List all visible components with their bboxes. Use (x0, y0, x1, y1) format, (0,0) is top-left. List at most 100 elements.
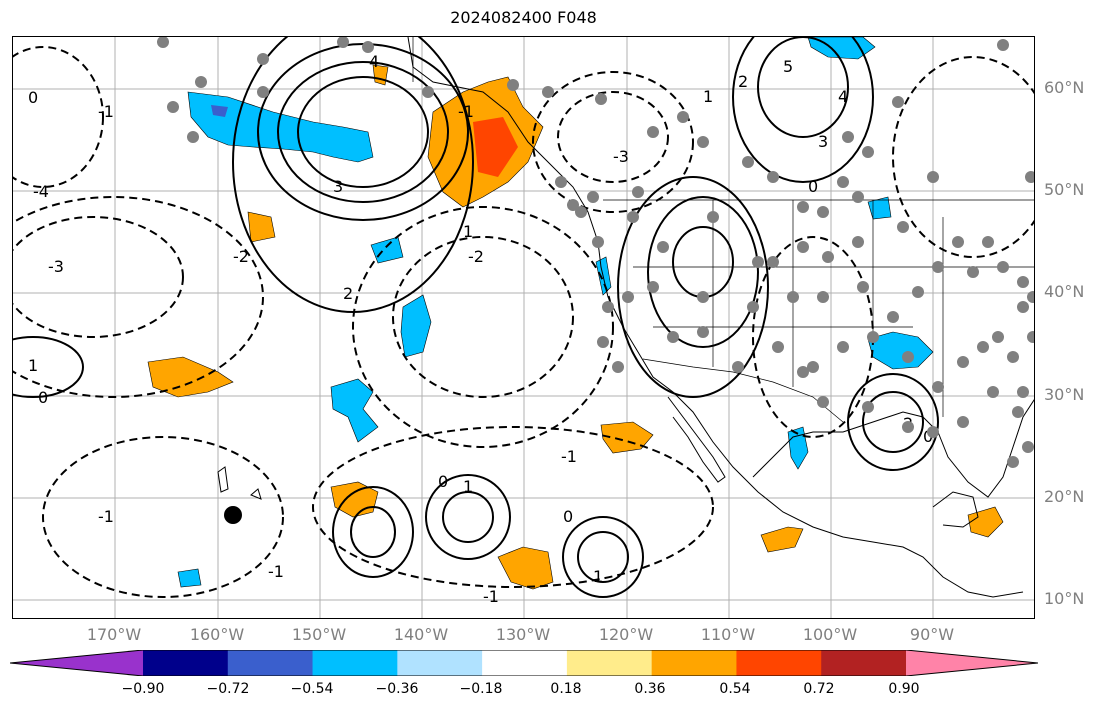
contour-label: -1 (98, 102, 114, 121)
station-dot (767, 256, 779, 268)
colorbar-extend-min (10, 650, 143, 676)
station-dot (772, 341, 784, 353)
contour-low-east (892, 56, 1034, 258)
colorbar-tick: −0.72 (206, 681, 250, 697)
station-dot (677, 111, 689, 123)
station-dot (997, 39, 1009, 51)
station-dot (187, 131, 199, 143)
shade-positive-hawaii-n (147, 356, 234, 398)
station-dot (797, 241, 809, 253)
station-dot (707, 211, 719, 223)
station-dot (867, 331, 879, 343)
station-dot (817, 291, 829, 303)
station-dot (592, 236, 604, 248)
contour-high-sub-1 (442, 491, 494, 543)
station-dot (817, 396, 829, 408)
station-dot (1027, 291, 1034, 303)
contour-high-sub-6 (562, 516, 644, 598)
lon-label: 130°W (495, 625, 551, 644)
map-title: 2024082400 F048 (450, 8, 597, 27)
shade-negative-small1 (177, 568, 202, 588)
contour-label: 3 (818, 132, 828, 151)
lat-label: 10°N (1044, 589, 1085, 608)
colorbar-tick: −0.36 (375, 681, 419, 697)
lat-label: 20°N (1044, 487, 1085, 506)
station-dot (1007, 456, 1019, 468)
contour-low-topleft (13, 46, 104, 188)
station-dot (422, 86, 434, 98)
station-dot (822, 251, 834, 263)
station-dot (957, 356, 969, 368)
station-dot (842, 131, 854, 143)
station-dot (1012, 406, 1024, 418)
station-dot (817, 206, 829, 218)
station-dot (1025, 171, 1034, 183)
contour-high-sub-5 (577, 531, 629, 583)
station-dot (542, 86, 554, 98)
station-dot (602, 301, 614, 313)
colorbar-segment (736, 650, 822, 676)
contour-label: 2 (738, 72, 748, 91)
contour-high-midwest-3 (617, 176, 769, 398)
contour-high-canada-2 (732, 37, 874, 183)
station-dot (857, 281, 869, 293)
station-dot (1017, 276, 1029, 288)
station-dot (932, 261, 944, 273)
station-dot (647, 126, 659, 138)
contour-low-west-2 (13, 196, 264, 398)
colorbar-tick: −0.54 (290, 681, 334, 697)
station-dot (767, 171, 779, 183)
border-states-1 (633, 200, 1034, 417)
contour-label: -3 (613, 147, 629, 166)
station-dot (657, 241, 669, 253)
station-dot (622, 291, 634, 303)
coast-yucatan (932, 491, 979, 528)
colorbar-segment (821, 650, 907, 676)
hawaii-marker (224, 506, 242, 524)
colorbar-tick: 0.54 (719, 681, 751, 697)
colorbar-segment (566, 650, 653, 676)
station-dot (982, 236, 994, 248)
colorbar-tick: 0.36 (634, 681, 666, 697)
contour-label: 1 (463, 222, 473, 241)
station-dot (897, 221, 909, 233)
contour-high-sub-3 (350, 506, 396, 558)
shade-positive-carib (967, 506, 1004, 538)
contour-high-canada-1 (757, 37, 849, 138)
contour-label: 2 (343, 284, 353, 303)
contour-high-alaska-2 (277, 61, 449, 203)
graticule (13, 37, 1034, 618)
station-dot (567, 199, 579, 211)
contour-label: -3 (48, 257, 64, 276)
contour-label: 0 (38, 388, 48, 407)
coast-hawaii-big (217, 466, 229, 493)
shade-negative-lakes (867, 196, 892, 220)
station-dot (927, 426, 939, 438)
contour-label: 3 (333, 177, 343, 196)
contour-label: -1 (483, 587, 499, 606)
station-dot (932, 381, 944, 393)
contour-high-midwest-1 (672, 226, 734, 298)
colorbar-segment (143, 650, 229, 676)
station-dot (195, 76, 207, 88)
shade-positive-sw2 (497, 546, 554, 590)
station-dot (1027, 331, 1034, 343)
map-panel: 4 3 2 1 0 -1 -2 -3 -4 5 4 3 2 1 0 -1 -2 … (12, 36, 1035, 619)
contour-label: -1 (98, 507, 114, 526)
shade-negative-subtrop (330, 378, 379, 443)
contour-high-alaska-4 (232, 37, 474, 313)
lon-label: 140°W (393, 625, 449, 644)
contour-label: 1 (593, 567, 603, 586)
station-dot (1022, 441, 1034, 453)
station-dot (927, 171, 939, 183)
shade-negative-gulf (867, 331, 934, 370)
shade-negative-pac2 (370, 236, 404, 264)
shade-negative-nw-hi (247, 211, 276, 243)
station-dot (747, 301, 759, 313)
station-dot (752, 256, 764, 268)
station-dot (862, 146, 874, 158)
shade-positive-bc-core (473, 117, 518, 177)
contour-label: -4 (33, 182, 49, 201)
lon-label: 120°W (598, 625, 654, 644)
contour-high-sub-2 (425, 474, 511, 560)
